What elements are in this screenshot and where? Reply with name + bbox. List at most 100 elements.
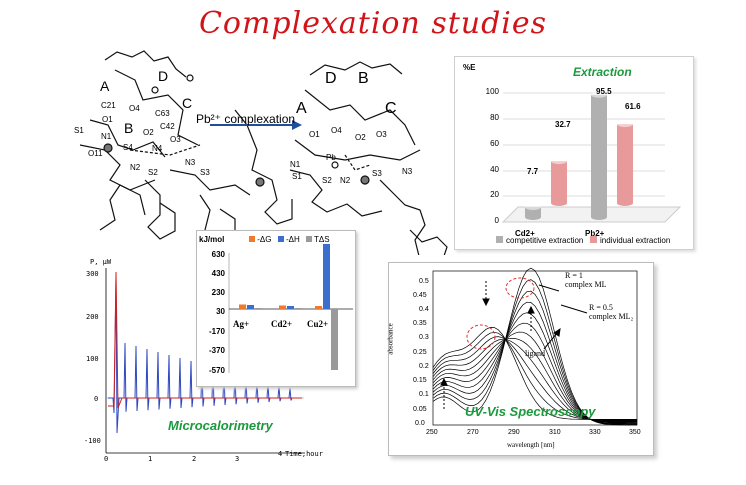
calorimetry-xlabel: Time,hour <box>285 450 323 458</box>
y-tick: 0.15 <box>413 377 427 384</box>
y-tick: 630 <box>211 250 225 259</box>
uv-spectrum-curve <box>432 279 637 425</box>
annotation-ligand: ligand <box>525 349 545 358</box>
extraction-panel: Extraction %E 100 80 60 40 20 0 Cd2+ Pb2… <box>454 56 694 250</box>
atom-label: N2 <box>340 176 351 185</box>
y-tick: 300 <box>86 270 99 278</box>
atom-label: O3 <box>376 130 387 139</box>
y-tick: -370 <box>208 346 225 355</box>
extraction-bar-top <box>525 204 541 211</box>
y-tick: 0.3 <box>419 334 429 341</box>
page-title-area: Complexation studies <box>0 0 746 48</box>
dilution-trace <box>108 271 302 409</box>
y-tick: 0.2 <box>419 363 429 370</box>
x-category: Cu2+ <box>307 319 329 329</box>
legend-label: -ΔG <box>257 235 272 244</box>
y-tick: 200 <box>86 313 99 321</box>
legend-individual: individual extraction <box>590 236 670 245</box>
thermo-unit: kJ/mol <box>199 235 225 244</box>
x-tick: 1 <box>148 455 153 463</box>
uv-spectrum-curve <box>432 301 637 424</box>
extraction-bar-base <box>525 214 541 220</box>
thermo-bar <box>331 309 338 370</box>
y-tick: 40 <box>490 165 499 174</box>
atom-label: S3 <box>200 168 210 177</box>
atom-label: N3 <box>185 158 196 167</box>
atom-label: N3 <box>402 167 413 176</box>
isosbestic-circle <box>505 277 535 299</box>
thermo-bar <box>255 308 262 309</box>
x-tick: 310 <box>549 429 561 436</box>
atom-label: D <box>158 68 169 84</box>
x-tick: 4 <box>278 450 283 458</box>
uvvis-ylabel: absorbance <box>386 323 395 355</box>
atom-label: C <box>385 100 397 117</box>
y-tick: 0 <box>94 395 99 403</box>
calorimetry-ylabel: P, μW <box>90 258 112 266</box>
atom-label: O2 <box>355 133 366 142</box>
x-category: Pb2+ <box>585 229 605 238</box>
atom-label: N4 <box>152 144 163 153</box>
atom-label: C <box>182 95 193 111</box>
extraction-bar <box>591 94 607 217</box>
thermo-bar <box>323 244 330 309</box>
extraction-bar <box>525 207 541 217</box>
y-tick: 230 <box>211 288 225 297</box>
uv-spectrum-curve <box>432 336 637 421</box>
thermo-bar <box>279 305 286 309</box>
annotation-r05: R = 0.5 <box>589 303 613 312</box>
y-tick: 430 <box>211 269 225 278</box>
extraction-bar-top <box>617 121 633 128</box>
uv-spectrum-curve <box>432 337 637 422</box>
atom-label: N2 <box>130 163 141 172</box>
thermo-panel: kJ/mol -ΔG -ΔH TΔS 630 430 230 30 -170 -… <box>196 230 356 387</box>
thermo-bar <box>295 308 302 309</box>
legend-label: competitive extraction <box>506 236 584 245</box>
atom-label: O11 <box>88 149 103 158</box>
extraction-bar <box>551 161 567 203</box>
y-tick: 0.4 <box>419 306 429 313</box>
uv-arrows <box>440 281 588 409</box>
atom-label: O1 <box>102 115 113 124</box>
thermo-legend: -ΔG -ΔH TΔS <box>249 235 330 244</box>
uv-spectrum-curve <box>432 322 638 423</box>
y-tick: 0.35 <box>413 320 427 327</box>
uvvis-panel: R = 1 complex ML R = 0.5 complex ML₂ lig… <box>386 262 654 456</box>
x-tick: 290 <box>508 429 520 436</box>
extraction-bar <box>617 124 633 203</box>
atom-label: A <box>296 100 307 117</box>
extraction-bar-base <box>551 200 567 206</box>
y-tick: 30 <box>216 307 225 316</box>
atom-label: S2 <box>322 176 332 185</box>
y-tick: 0.0 <box>415 420 425 427</box>
extraction-grid <box>503 92 665 197</box>
y-tick: 100 <box>485 87 499 96</box>
atom-label: O1 <box>309 130 320 139</box>
extraction-bar-top <box>591 91 607 98</box>
complexation-label: Pb²⁺ complexation <box>196 112 296 126</box>
right-structure-drawing <box>289 61 448 255</box>
y-tick: 60 <box>490 139 499 148</box>
atom-label: S4 <box>123 143 133 152</box>
uv-spectrum-curve <box>432 327 637 420</box>
atom-label: N1 <box>290 160 301 169</box>
uv-spectrum-curve <box>432 290 637 425</box>
isosbestic-circle <box>466 324 496 350</box>
atom-label: S3 <box>372 169 382 178</box>
uvvis-title: UV-Vis Spectroscopy <box>465 404 596 419</box>
extraction-bar-base <box>617 200 633 206</box>
annotation-complex-ml2: complex ML₂ <box>589 312 634 321</box>
legend-swatch-dG <box>249 236 255 242</box>
atom-label: S1 <box>292 172 302 181</box>
legend-competitive: competitive extraction <box>496 236 583 245</box>
extraction-chart <box>501 91 682 223</box>
y-tick: 0.05 <box>413 406 427 413</box>
atom-label: O4 <box>129 104 140 113</box>
thermo-bar <box>247 305 254 309</box>
atom-label: S1 <box>74 126 84 135</box>
uv-spectrum-curve <box>432 331 637 421</box>
uv-spectrum-curve <box>432 267 637 426</box>
atom-label: B <box>358 70 369 87</box>
atom-label: N1 <box>101 132 112 141</box>
legend-swatch-TdS <box>305 236 312 242</box>
